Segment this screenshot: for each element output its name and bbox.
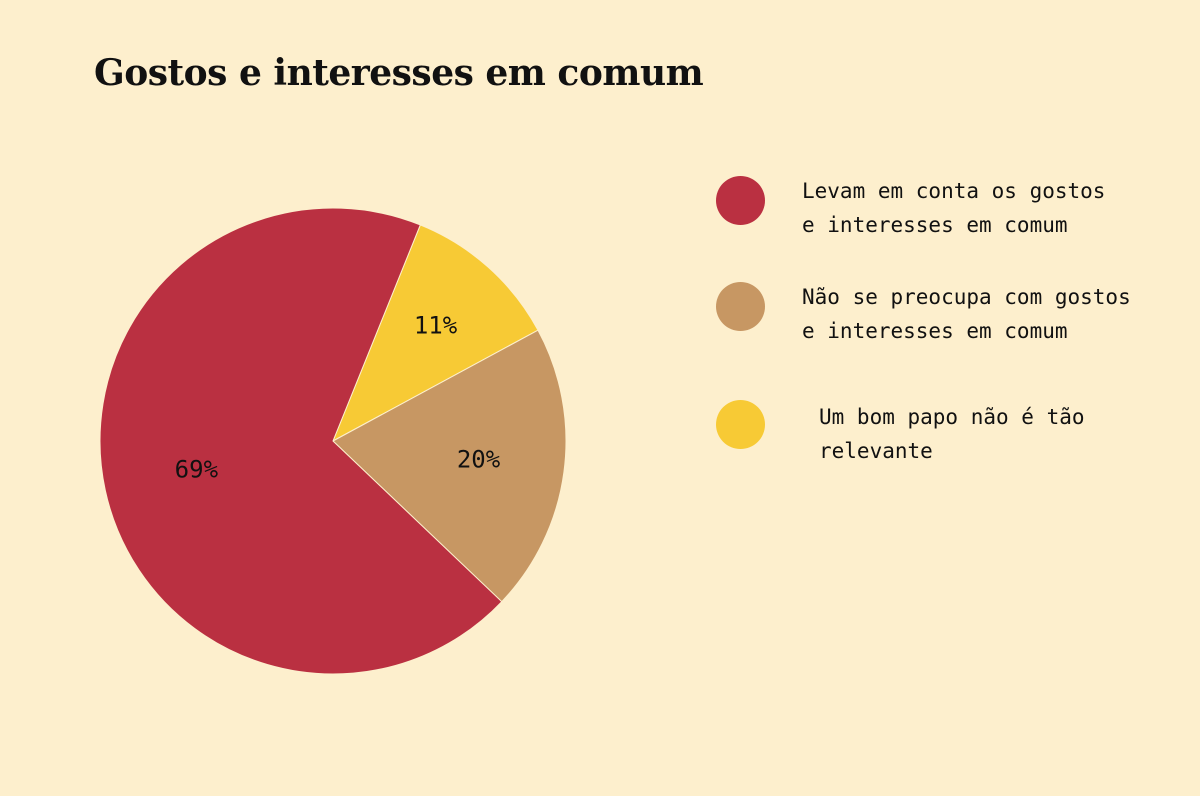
pie-label-nao-se-preocupa: 20% (457, 445, 501, 473)
pie-slice-levam (99, 207, 503, 675)
legend-item-levam: Levam em conta os gostos e interesses em… (716, 172, 1186, 278)
pie-slice-bom-papo (332, 224, 539, 443)
legend-item-nao-se-preocupa: Não se preocupa com gostos e interesses … (716, 278, 1186, 384)
legend-item-bom-papo: Um bom papo não é tão relevante (716, 384, 1186, 490)
pie-slice-nao-se-preocupa (332, 329, 567, 603)
pie-label-levam: 69% (175, 456, 219, 484)
legend-label-nao-se-preocupa: Não se preocupa com gostos e interesses … (802, 285, 1131, 343)
legend-swatch-nao-se-preocupa (716, 282, 765, 331)
legend-swatch-levam (716, 176, 765, 225)
legend-label-levam: Levam em conta os gostos e interesses em… (802, 179, 1106, 237)
legend-swatch-bom-papo (716, 400, 765, 449)
legend: Levam em conta os gostos e interesses em… (716, 172, 1186, 490)
legend-label-bom-papo: Um bom papo não é tão relevante (819, 405, 1085, 463)
chart-title: Gostos e interesses em comum (94, 52, 704, 94)
pie-label-bom-papo: 11% (414, 311, 458, 339)
